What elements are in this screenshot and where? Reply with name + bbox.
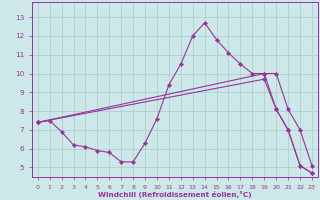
X-axis label: Windchill (Refroidissement éolien,°C): Windchill (Refroidissement éolien,°C) xyxy=(98,191,252,198)
